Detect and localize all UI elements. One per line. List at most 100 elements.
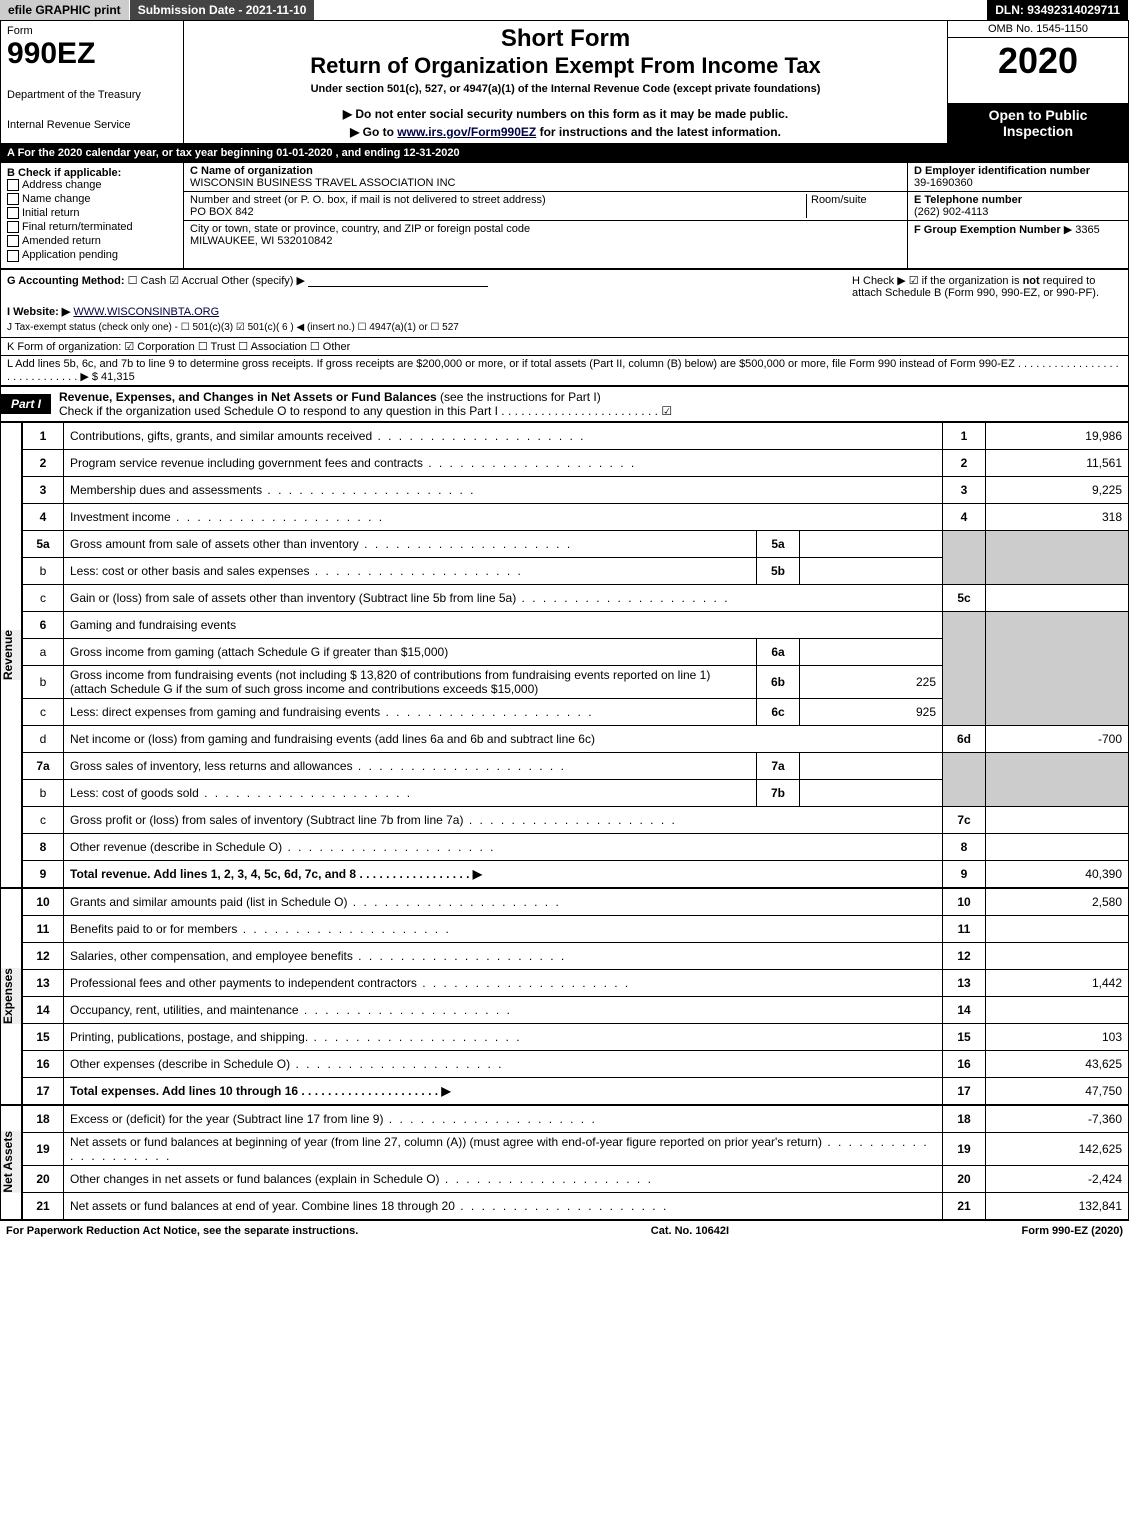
- revenue-side-label: Revenue: [1, 630, 21, 680]
- note-link-pre: ▶ Go to: [350, 125, 397, 139]
- netassets-side-label: Net Assets: [1, 1131, 21, 1193]
- footer-mid: Cat. No. 10642I: [651, 1225, 729, 1237]
- note-public: ▶ Do not enter social security numbers o…: [192, 107, 939, 121]
- part1-check: Check if the organization used Schedule …: [59, 404, 672, 418]
- line-18: 18Excess or (deficit) for the year (Subt…: [23, 1105, 1129, 1132]
- part1-title: Revenue, Expenses, and Changes in Net As…: [59, 390, 437, 404]
- h-not: not: [1023, 275, 1040, 287]
- chk-initial-return[interactable]: Initial return: [7, 207, 177, 219]
- line-12: 12Salaries, other compensation, and empl…: [23, 942, 1129, 969]
- dept-irs: Internal Revenue Service: [7, 119, 177, 131]
- omb-number: OMB No. 1545-1150: [948, 21, 1128, 38]
- chk-amended-return[interactable]: Amended return: [7, 235, 177, 247]
- subtitle: Under section 501(c), 527, or 4947(a)(1)…: [192, 83, 939, 95]
- line-20: 20Other changes in net assets or fund ba…: [23, 1165, 1129, 1192]
- b-label: B Check if applicable:: [7, 167, 121, 179]
- open-inspection: Open to Public Inspection: [948, 103, 1128, 143]
- row-g-h: G Accounting Method: ☐ Cash ☑ Accrual Ot…: [0, 269, 1129, 338]
- line-8: 8Other revenue (describe in Schedule O)8: [23, 833, 1129, 860]
- submission-date: Submission Date - 2021-11-10: [130, 0, 316, 20]
- addr-label: Number and street (or P. O. box, if mail…: [190, 194, 546, 206]
- l-text: L Add lines 5b, 6c, and 7b to line 9 to …: [7, 358, 1119, 383]
- line-7c: cGross profit or (loss) from sales of in…: [23, 806, 1129, 833]
- footer-left: For Paperwork Reduction Act Notice, see …: [6, 1225, 358, 1237]
- part1-tag: Part I: [1, 394, 51, 414]
- tax-year: 2020: [948, 38, 1128, 103]
- form-label: Form: [7, 25, 177, 37]
- part1-header: Part I Revenue, Expenses, and Changes in…: [0, 386, 1129, 422]
- info-block: B Check if applicable: Address change Na…: [0, 162, 1129, 269]
- revenue-table: 1Contributions, gifts, grants, and simil…: [22, 422, 1129, 888]
- expenses-table: 10Grants and similar amounts paid (list …: [22, 888, 1129, 1105]
- i-label: I Website: ▶: [7, 306, 70, 318]
- line-4: 4Investment income4318: [23, 503, 1129, 530]
- efile-label[interactable]: efile GRAPHIC print: [0, 0, 130, 20]
- footer-right: Form 990-EZ (2020): [1022, 1225, 1123, 1237]
- f-label: F Group Exemption Number: [914, 224, 1061, 236]
- form-header: Form 990EZ Department of the Treasury In…: [0, 20, 1129, 144]
- h-text1: H Check ▶ ☑ if the organization is: [852, 275, 1023, 287]
- box-c: C Name of organization WISCONSIN BUSINES…: [184, 163, 907, 268]
- line-6d: dNet income or (loss) from gaming and fu…: [23, 725, 1129, 752]
- line-5a: 5aGross amount from sale of assets other…: [23, 530, 1129, 557]
- line-11: 11Benefits paid to or for members11: [23, 915, 1129, 942]
- page-footer: For Paperwork Reduction Act Notice, see …: [0, 1220, 1129, 1241]
- line-3: 3Membership dues and assessments39,225: [23, 476, 1129, 503]
- line-16: 16Other expenses (describe in Schedule O…: [23, 1050, 1129, 1077]
- form-number: 990EZ: [7, 37, 177, 71]
- dln: DLN: 93492314029711: [987, 0, 1129, 20]
- line-9: 9Total revenue. Add lines 1, 2, 3, 4, 5c…: [23, 860, 1129, 887]
- note-link: ▶ Go to www.irs.gov/Form990EZ for instru…: [192, 125, 939, 139]
- topbar: efile GRAPHIC print Submission Date - 20…: [0, 0, 1129, 20]
- line-13: 13Professional fees and other payments t…: [23, 969, 1129, 996]
- line-15: 15Printing, publications, postage, and s…: [23, 1023, 1129, 1050]
- expenses-section: Expenses 10Grants and similar amounts pa…: [0, 888, 1129, 1105]
- g-options: ☐ Cash ☑ Accrual Other (specify) ▶: [128, 275, 305, 287]
- line-2: 2Program service revenue including gover…: [23, 449, 1129, 476]
- line-14: 14Occupancy, rent, utilities, and mainte…: [23, 996, 1129, 1023]
- revenue-section: Revenue 1Contributions, gifts, grants, a…: [0, 422, 1129, 888]
- phone: (262) 902-4113: [914, 206, 988, 218]
- website-link[interactable]: WWW.WISCONSINBTA.ORG: [73, 306, 219, 318]
- ein: 39-1690360: [914, 177, 973, 189]
- l-amount: 41,315: [101, 371, 135, 383]
- city-label: City or town, state or province, country…: [190, 223, 530, 235]
- h-box: H Check ▶ ☑ if the organization is not r…: [844, 274, 1122, 299]
- street-address: PO BOX 842: [190, 206, 254, 218]
- main-title: Return of Organization Exempt From Incom…: [192, 53, 939, 79]
- note-link-post: for instructions and the latest informat…: [540, 125, 781, 139]
- c-label: C Name of organization: [190, 165, 313, 177]
- d-label: D Employer identification number: [914, 165, 1090, 177]
- group-exemption: ▶ 3365: [1064, 224, 1100, 236]
- box-d-e-f: D Employer identification number 39-1690…: [907, 163, 1128, 268]
- dept-treasury: Department of the Treasury: [7, 89, 177, 101]
- netassets-section: Net Assets 18Excess or (deficit) for the…: [0, 1105, 1129, 1220]
- chk-name-change[interactable]: Name change: [7, 193, 177, 205]
- row-l: L Add lines 5b, 6c, and 7b to line 9 to …: [0, 356, 1129, 386]
- line-6: 6Gaming and fundraising events: [23, 611, 1129, 638]
- chk-final-return[interactable]: Final return/terminated: [7, 221, 177, 233]
- city-state-zip: MILWAUKEE, WI 532010842: [190, 235, 332, 247]
- line-19: 19Net assets or fund balances at beginni…: [23, 1132, 1129, 1165]
- line-17: 17Total expenses. Add lines 10 through 1…: [23, 1077, 1129, 1104]
- part1-note: (see the instructions for Part I): [440, 390, 601, 404]
- line-1: 1Contributions, gifts, grants, and simil…: [23, 422, 1129, 449]
- e-label: E Telephone number: [914, 194, 1022, 206]
- room-label: Room/suite: [811, 194, 867, 206]
- line-21: 21Net assets or fund balances at end of …: [23, 1192, 1129, 1219]
- chk-application-pending[interactable]: Application pending: [7, 249, 177, 261]
- org-name: WISCONSIN BUSINESS TRAVEL ASSOCIATION IN…: [190, 177, 455, 189]
- line-10: 10Grants and similar amounts paid (list …: [23, 888, 1129, 915]
- chk-address-change[interactable]: Address change: [7, 179, 177, 191]
- row-a-period: A For the 2020 calendar year, or tax yea…: [0, 144, 1129, 162]
- j-tax-exempt: J Tax-exempt status (check only one) - ☐…: [7, 322, 844, 333]
- short-form-title: Short Form: [192, 25, 939, 53]
- netassets-table: 18Excess or (deficit) for the year (Subt…: [22, 1105, 1129, 1220]
- line-7a: 7aGross sales of inventory, less returns…: [23, 752, 1129, 779]
- line-5c: cGain or (loss) from sale of assets othe…: [23, 584, 1129, 611]
- box-b: B Check if applicable: Address change Na…: [1, 163, 184, 268]
- g-label: G Accounting Method:: [7, 275, 125, 287]
- expenses-side-label: Expenses: [1, 968, 21, 1024]
- row-k: K Form of organization: ☑ Corporation ☐ …: [0, 338, 1129, 356]
- irs-link[interactable]: www.irs.gov/Form990EZ: [397, 125, 536, 139]
